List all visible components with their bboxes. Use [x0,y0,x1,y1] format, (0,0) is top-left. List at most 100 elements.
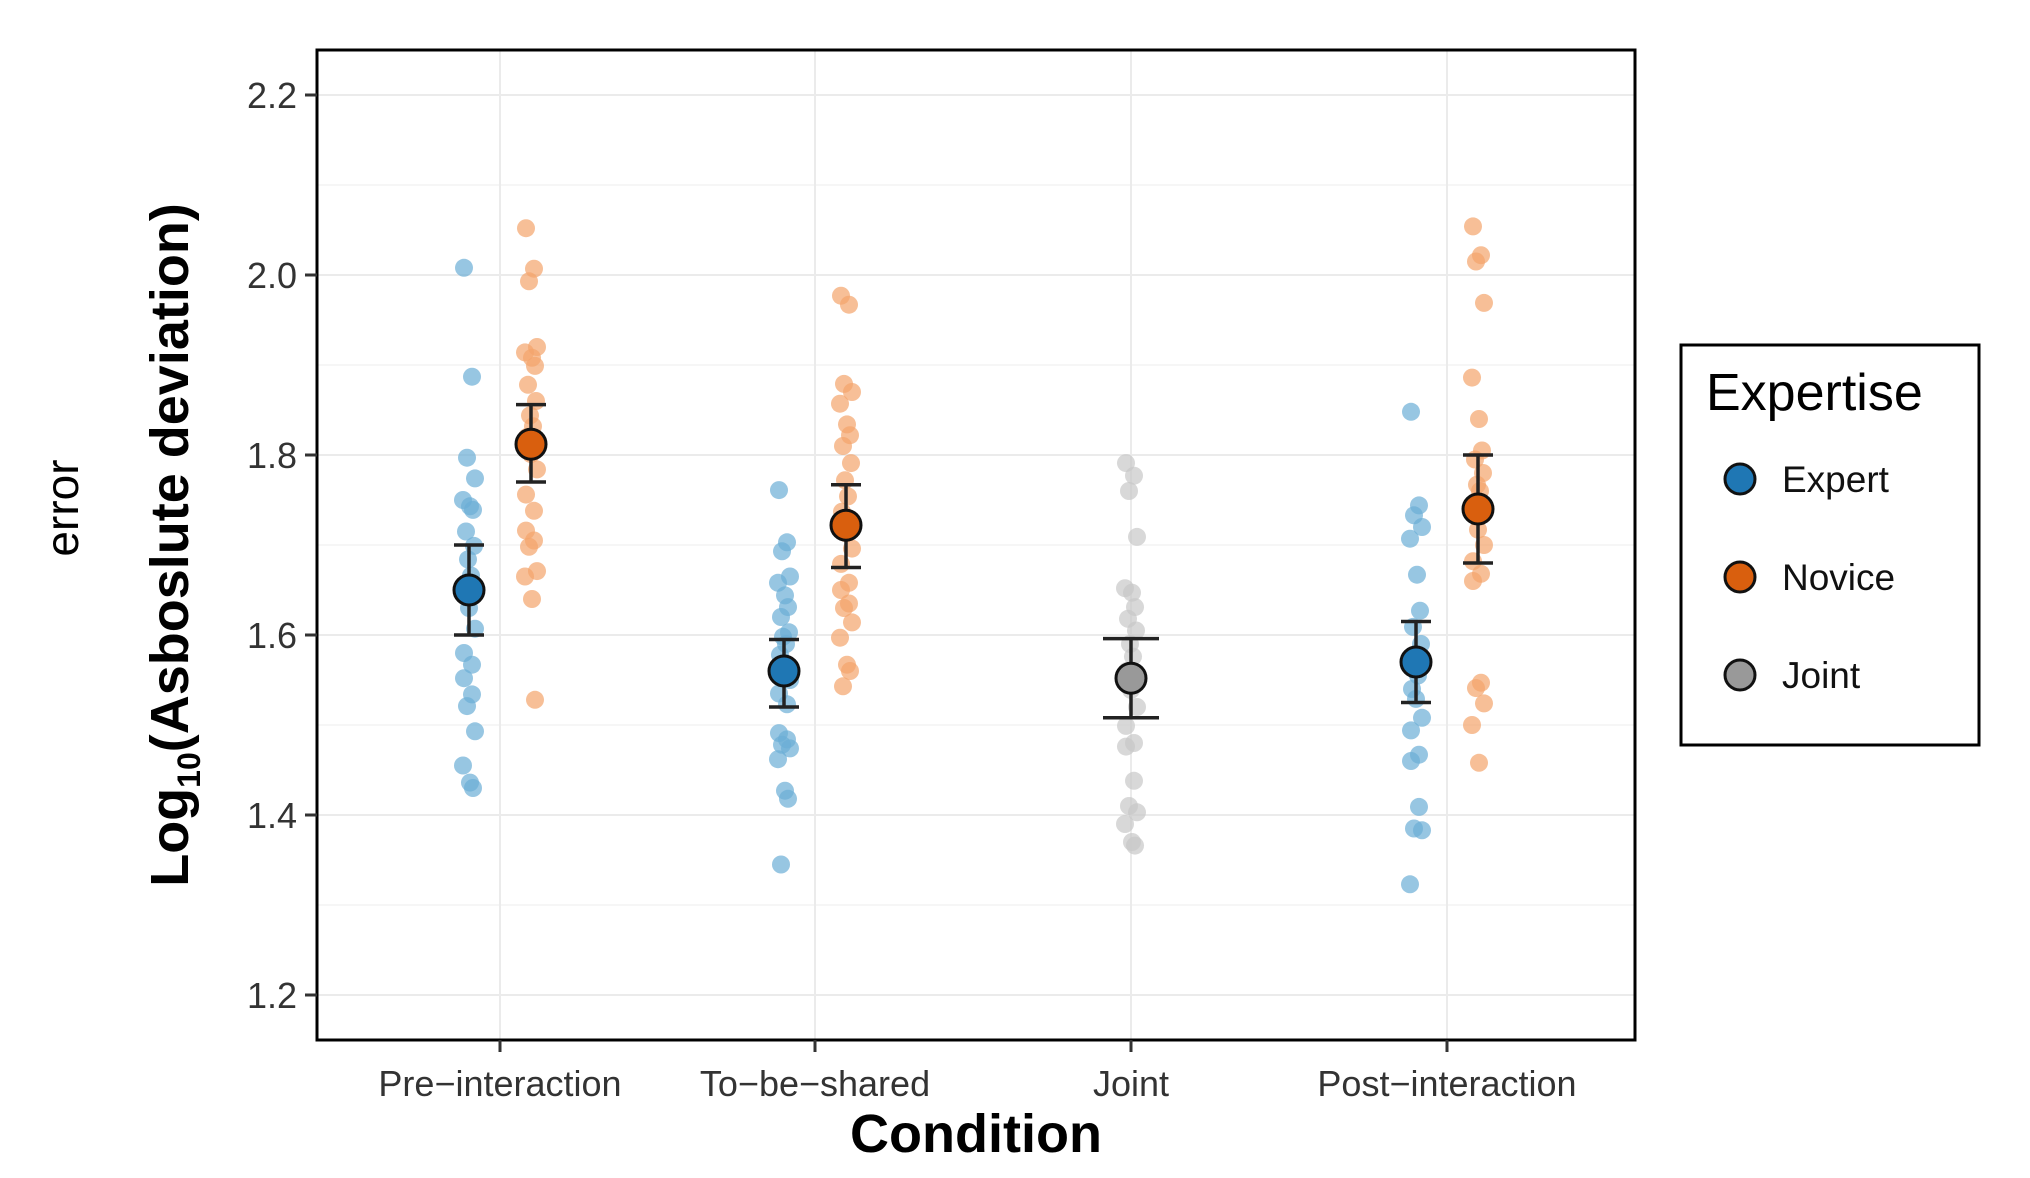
plot-border [315,48,1637,1042]
y-tick-label: 1.6 [247,615,297,656]
data-point [520,272,538,291]
mean-marker [1461,492,1495,526]
x-axis-title: Condition [850,1104,1102,1164]
data-point [1116,815,1134,833]
y-tick-label: 1.8 [247,435,297,476]
data-point [1128,803,1146,822]
data-point [523,590,541,608]
y-tick-label: 1.2 [247,975,297,1016]
axes: 1.2 1.4 1.6 1.8 2.0 2.2 Pre−interaction To−be−s… [247,75,1577,1104]
data-point [516,567,534,586]
y-tick-label: 1.4 [247,795,297,836]
data-point [1117,716,1135,735]
data-point [464,779,482,797]
data-point [841,662,859,680]
data-point [1123,583,1141,602]
x-tick-label: Post−interaction [1317,1063,1576,1104]
data-point [458,448,476,467]
y-axis-title: Log10(Asboslute deviation) [140,203,207,887]
legend-items: Expert Novice Joint [1723,459,1895,696]
data-point [1463,368,1481,387]
legend-marker [1723,462,1757,496]
y-tick-label: 2.0 [247,255,297,296]
legend-title: Expertise [1706,364,1923,422]
y-axis-title-subscript: 10 [171,752,207,788]
data-point [772,608,790,626]
data-point [1463,716,1481,734]
data-point [525,501,543,520]
data-point [1475,694,1493,713]
data-point [1120,482,1138,500]
data-point [1124,647,1142,666]
mean-marker [1399,645,1433,679]
data-point [1401,875,1419,894]
data-point [839,487,857,506]
y-axis-title-rest: (Asboslute deviation) [140,203,200,752]
data-point [1125,771,1143,790]
data-point [455,669,473,688]
data-point [832,581,850,599]
legend-marker [1723,560,1757,594]
data-point [1402,402,1420,421]
data-point [1402,752,1420,770]
data-point [526,690,544,709]
data-point [1413,518,1431,536]
data-point [1464,572,1482,590]
mean-marker [514,427,548,461]
data-point [1467,679,1485,698]
data-point [454,756,472,775]
data-point [1413,708,1431,727]
legend-label: Novice [1782,557,1895,598]
data-point [463,367,481,386]
data-point [517,219,535,238]
data-point [1413,821,1431,840]
data-point [517,485,535,504]
data-point [772,855,790,874]
mean-marker [1114,661,1148,695]
y-tick-label: 2.2 [247,75,297,116]
data-point [1117,737,1135,756]
data-point [1410,797,1428,816]
data-point [1470,753,1488,772]
outer-axis-label: error [36,459,88,556]
x-tick-label: Pre−interaction [378,1063,621,1104]
data-points [454,217,1493,894]
data-point [1127,621,1145,640]
data-point [1464,217,1482,236]
data-point [773,542,791,561]
summary-markers [452,402,1495,720]
data-point [843,613,861,632]
data-point [1408,565,1426,584]
data-point [466,469,484,488]
data-point [831,394,849,413]
mean-marker [767,654,801,688]
legend: Expertise Expert Novice Joint [1679,343,1981,747]
data-point [1475,293,1493,312]
data-point [842,454,860,473]
x-tick-label: To−be−shared [700,1063,930,1104]
legend-marker [1723,658,1757,692]
data-point [520,537,538,556]
data-point [834,677,852,696]
data-point [1411,601,1429,620]
data-point [463,655,481,674]
data-point [831,628,849,647]
data-point [840,295,858,314]
data-point [835,599,853,617]
mean-marker [829,508,863,542]
y-axis-title-main: Log [140,788,200,887]
data-point [466,722,484,741]
data-point [526,356,544,375]
data-point [1467,252,1485,271]
data-point [779,789,797,808]
data-point [1402,721,1420,740]
data-point [843,383,861,401]
data-point [519,375,537,394]
data-point [455,258,473,277]
legend-label: Expert [1782,459,1890,500]
data-point [781,739,799,758]
data-point [778,695,796,714]
data-point [769,750,787,769]
data-point [464,500,482,519]
